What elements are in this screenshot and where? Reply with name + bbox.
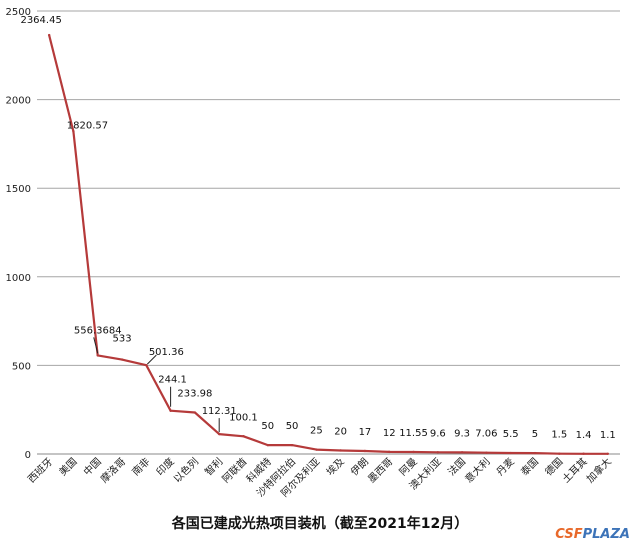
data-point: [533, 451, 537, 455]
x-tick-label: 意大利: [462, 455, 492, 485]
data-label: 5: [532, 429, 538, 440]
x-tick-label: 土耳其: [559, 455, 589, 485]
data-label: 100.1: [229, 412, 258, 423]
data-label: 244.1: [158, 375, 187, 386]
data-point: [242, 435, 245, 438]
data-label: 1820.57: [67, 120, 108, 131]
data-point: [412, 450, 415, 454]
data-point: [460, 451, 464, 454]
data-label: 556.3684: [74, 325, 122, 336]
x-tick-label: 印度: [153, 455, 176, 478]
series-line-path: [48, 34, 608, 455]
series-line: [47, 33, 610, 456]
data-label: 112.31: [202, 406, 237, 417]
data-label: 11.55: [399, 428, 428, 439]
chart-title: 各国已建成光热项目装机（截至2021年12月）: [171, 516, 469, 532]
x-tick-label: 摩洛哥: [98, 455, 128, 485]
data-label: 1.4: [576, 430, 592, 441]
data-point: [47, 33, 51, 37]
x-tick-label: 中国: [81, 455, 104, 478]
data-point: [290, 443, 294, 447]
x-tick-label: 智利: [202, 455, 225, 478]
x-tick-label: 丹麦: [494, 456, 517, 479]
data-label: 1.5: [551, 430, 567, 441]
watermark-logo: CSFPLAZA: [555, 527, 630, 542]
x-tick-label: 阿联酋: [219, 455, 249, 485]
data-point: [193, 411, 197, 414]
y-tick-label: 0: [25, 450, 31, 461]
x-tick-label: 法国: [445, 455, 468, 478]
x-tick-label: 南非: [129, 455, 152, 478]
data-point: [145, 363, 148, 367]
x-tick-label: 加拿大: [584, 455, 614, 485]
data-label: 50: [261, 421, 274, 432]
data-label: 7.06: [475, 429, 497, 440]
data-label: 533: [112, 334, 131, 345]
x-tick-label: 墨西哥: [366, 456, 396, 486]
data-point: [266, 443, 269, 447]
y-tick-label: 2500: [6, 7, 31, 18]
data-label: 501.36: [149, 347, 184, 358]
data-point: [509, 451, 512, 455]
data-label: 9.6: [430, 428, 446, 439]
data-label: 2364.45: [20, 15, 61, 26]
data-point: [339, 449, 342, 452]
data-point: [363, 449, 367, 453]
data-point: [436, 451, 440, 454]
data-label: 12: [383, 428, 396, 439]
data-label: 25: [310, 426, 323, 437]
data-point: [217, 432, 221, 436]
data-label: 1.1: [600, 430, 616, 441]
data-point: [558, 452, 561, 455]
leader-line: [146, 354, 157, 365]
y-axis-ticks: 0 500 1000 1500 2000 2500: [6, 7, 31, 461]
y-tick-label: 500: [12, 361, 31, 372]
data-point: [96, 354, 99, 357]
x-tick-label: 德国: [542, 455, 565, 478]
data-label: 9.3: [454, 428, 470, 439]
data-point: [120, 358, 124, 361]
data-label: 20: [334, 426, 347, 437]
data-label: 50: [286, 421, 299, 432]
data-label: 5.5: [503, 429, 519, 440]
data-label: 233.98: [177, 389, 212, 400]
data-label: 17: [359, 427, 372, 438]
data-point: [485, 451, 488, 454]
y-tick-label: 2000: [6, 96, 31, 107]
x-tick-label: 美国: [56, 455, 79, 478]
x-tick-label: 以色列: [171, 455, 201, 485]
y-tick-label: 1500: [6, 184, 31, 195]
x-tick-label: 泰国: [518, 455, 541, 478]
y-tick-label: 1000: [6, 273, 31, 284]
data-point: [315, 448, 318, 451]
data-point: [582, 452, 585, 455]
data-point: [388, 450, 391, 454]
data-point: [169, 409, 172, 412]
gridlines: [37, 10, 620, 366]
leader-line: [93, 337, 99, 354]
data-point: [606, 452, 610, 456]
x-tick-label: 埃及: [323, 455, 346, 478]
data-point: [72, 130, 75, 133]
